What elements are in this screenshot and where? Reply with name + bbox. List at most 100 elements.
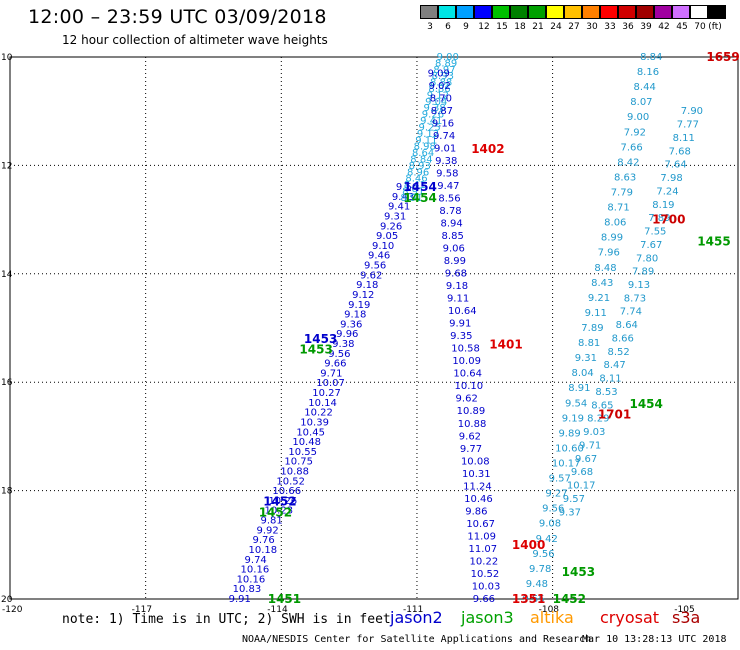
wave-height-value: 10.46 bbox=[464, 494, 493, 505]
wave-height-value: 9.12 bbox=[417, 129, 439, 140]
pass-time-label: 1452 bbox=[263, 494, 296, 508]
scale-label: 9 bbox=[463, 22, 469, 32]
wave-height-value: 8.52 bbox=[608, 347, 630, 358]
scale-label: 3 bbox=[427, 22, 433, 32]
wave-height-value: 9.37 bbox=[559, 507, 581, 518]
wave-height-value: 7.90 bbox=[681, 106, 703, 117]
wave-height-value: 8.43 bbox=[591, 278, 613, 289]
scale-swatch bbox=[636, 5, 654, 19]
wave-height-value: 10.64 bbox=[448, 306, 477, 317]
wave-height-value: 10.22 bbox=[470, 556, 499, 567]
scale-swatch bbox=[618, 5, 636, 19]
pass-time-label: 1453 bbox=[304, 332, 337, 346]
map-tick-labels: -120 -117 -114 -111 -108 -105 10 12 14 16 18 20 bbox=[1, 53, 695, 615]
wave-height-value: 8.44 bbox=[634, 82, 656, 93]
wave-height-value: 9.91 bbox=[229, 594, 251, 605]
wave-height-value: 10.18 bbox=[249, 545, 278, 556]
wave-height-value: 9.36 bbox=[340, 319, 362, 330]
scale-label: 18 bbox=[514, 22, 526, 32]
wave-height-value: 10.16 bbox=[241, 565, 270, 576]
wave-height-value: 9.21 bbox=[588, 293, 610, 304]
wave-height-value: 9.08 bbox=[539, 519, 561, 530]
wave-height-value: 10.52 bbox=[276, 476, 305, 487]
wave-height-value: 9.35 bbox=[450, 331, 472, 342]
wave-height-value: 10.52 bbox=[471, 569, 500, 580]
wave-height-value: 10.39 bbox=[300, 417, 329, 428]
scale-swatch bbox=[528, 5, 546, 19]
wave-height-value: 10.60 bbox=[555, 443, 584, 454]
wave-height-value: 9.12 bbox=[427, 90, 449, 101]
scale-label: 12 bbox=[478, 22, 490, 32]
wave-height-value: 8.64 bbox=[412, 148, 434, 159]
wave-height-value: 8.41 bbox=[404, 180, 426, 191]
wave-height-value: 10.66 bbox=[272, 486, 301, 497]
wave-height-value: 10.17 bbox=[552, 459, 581, 470]
legend-altika: altika bbox=[530, 608, 574, 627]
wave-height-value: 9.18 bbox=[446, 281, 468, 292]
wave-height-value: 9.56 bbox=[396, 182, 418, 193]
wave-height-value: 8.11 bbox=[673, 133, 695, 144]
pass-time-label: 1451 bbox=[268, 592, 301, 606]
wave-height-value: 8.84 bbox=[640, 52, 662, 63]
wave-height-value: 8.91 bbox=[400, 193, 422, 204]
wave-height-value: 9.56 bbox=[542, 504, 564, 515]
wave-height-value: 9.18 bbox=[344, 310, 366, 321]
wave-height-value: 8.93 bbox=[432, 71, 454, 82]
wave-height-value: 8.84 bbox=[410, 154, 432, 165]
wave-height-value: 10.03 bbox=[472, 581, 501, 592]
wave-height-value: 8.71 bbox=[607, 203, 629, 214]
wave-height-value: 9.13 bbox=[628, 280, 650, 291]
wave-height-value: 9.68 bbox=[445, 269, 467, 280]
wave-height-value: 9.92 bbox=[256, 525, 278, 536]
pass-time-label: 1351 bbox=[512, 592, 545, 606]
wave-height-value: 10.45 bbox=[296, 427, 325, 438]
legend-jason3: jason3 bbox=[461, 608, 514, 627]
wave-height-value: 9.56 bbox=[328, 349, 350, 360]
wave-height-value: 11.07 bbox=[468, 544, 497, 555]
pass-time-label: 1453 bbox=[299, 343, 332, 357]
scale-label: 45 bbox=[676, 22, 688, 32]
scale-swatch bbox=[600, 5, 618, 19]
wave-height-value: 10.67 bbox=[466, 519, 495, 530]
wave-height-value: 9.46 bbox=[368, 251, 390, 262]
wave-height-value: 10.23 bbox=[264, 506, 293, 517]
pass-time-label: 1455 bbox=[697, 234, 730, 248]
wave-height-value: 10.31 bbox=[462, 469, 491, 480]
wave-height-value: 7.68 bbox=[669, 146, 691, 157]
wave-height-value: 7.89 bbox=[581, 323, 603, 334]
wave-height-value: 10.16 bbox=[237, 574, 266, 585]
wave-height-value: 9.05 bbox=[376, 231, 398, 242]
wave-height-value: 9.38 bbox=[435, 156, 457, 167]
wave-height-value: 9.42 bbox=[536, 534, 558, 545]
wave-height-value: 9.02 bbox=[429, 81, 451, 92]
wave-height-value: 10.88 bbox=[458, 419, 487, 430]
wave-height-value: 10.55 bbox=[288, 447, 317, 458]
wave-height-value: 9.47 bbox=[437, 181, 459, 192]
wave-height-value: 10.88 bbox=[280, 467, 309, 478]
scale-swatch bbox=[564, 5, 582, 19]
lat-tick-label: 16 bbox=[1, 378, 13, 388]
wave-height-value: 9.38 bbox=[332, 339, 354, 350]
wave-height-value: 9.89 bbox=[558, 428, 580, 439]
lat-tick-label: 12 bbox=[1, 161, 12, 171]
wave-height-value: 9.62 bbox=[360, 270, 382, 281]
wave-height-value: 8.07 bbox=[630, 97, 652, 108]
wave-height-value: 10.14 bbox=[308, 398, 337, 409]
pass-time-label: 1700 bbox=[652, 213, 685, 227]
wave-height-value: 7.80 bbox=[636, 253, 658, 264]
wave-height-value: 9.10 bbox=[372, 241, 394, 252]
wave-height-value: 10.08 bbox=[461, 456, 490, 467]
lon-tick-label: -111 bbox=[403, 605, 423, 615]
wave-height-value: 7.89 bbox=[648, 213, 670, 224]
scale-label: 30 bbox=[586, 22, 598, 32]
scale-swatch bbox=[474, 5, 492, 19]
wave-height-value: 7.92 bbox=[624, 127, 646, 138]
generated-timestamp: Mar 10 13:28:13 UTC 2018 bbox=[582, 634, 727, 645]
page-title: 12:00 – 23:59 UTC 03/09/2018 bbox=[28, 6, 327, 28]
pass-time-label: 1659 bbox=[706, 50, 739, 64]
wave-height-value: 9.11 bbox=[447, 294, 469, 305]
pass-time-label: 1401 bbox=[489, 337, 522, 351]
wave-height-value: 8.47 bbox=[603, 360, 625, 371]
lon-tick-label: -114 bbox=[267, 605, 288, 615]
